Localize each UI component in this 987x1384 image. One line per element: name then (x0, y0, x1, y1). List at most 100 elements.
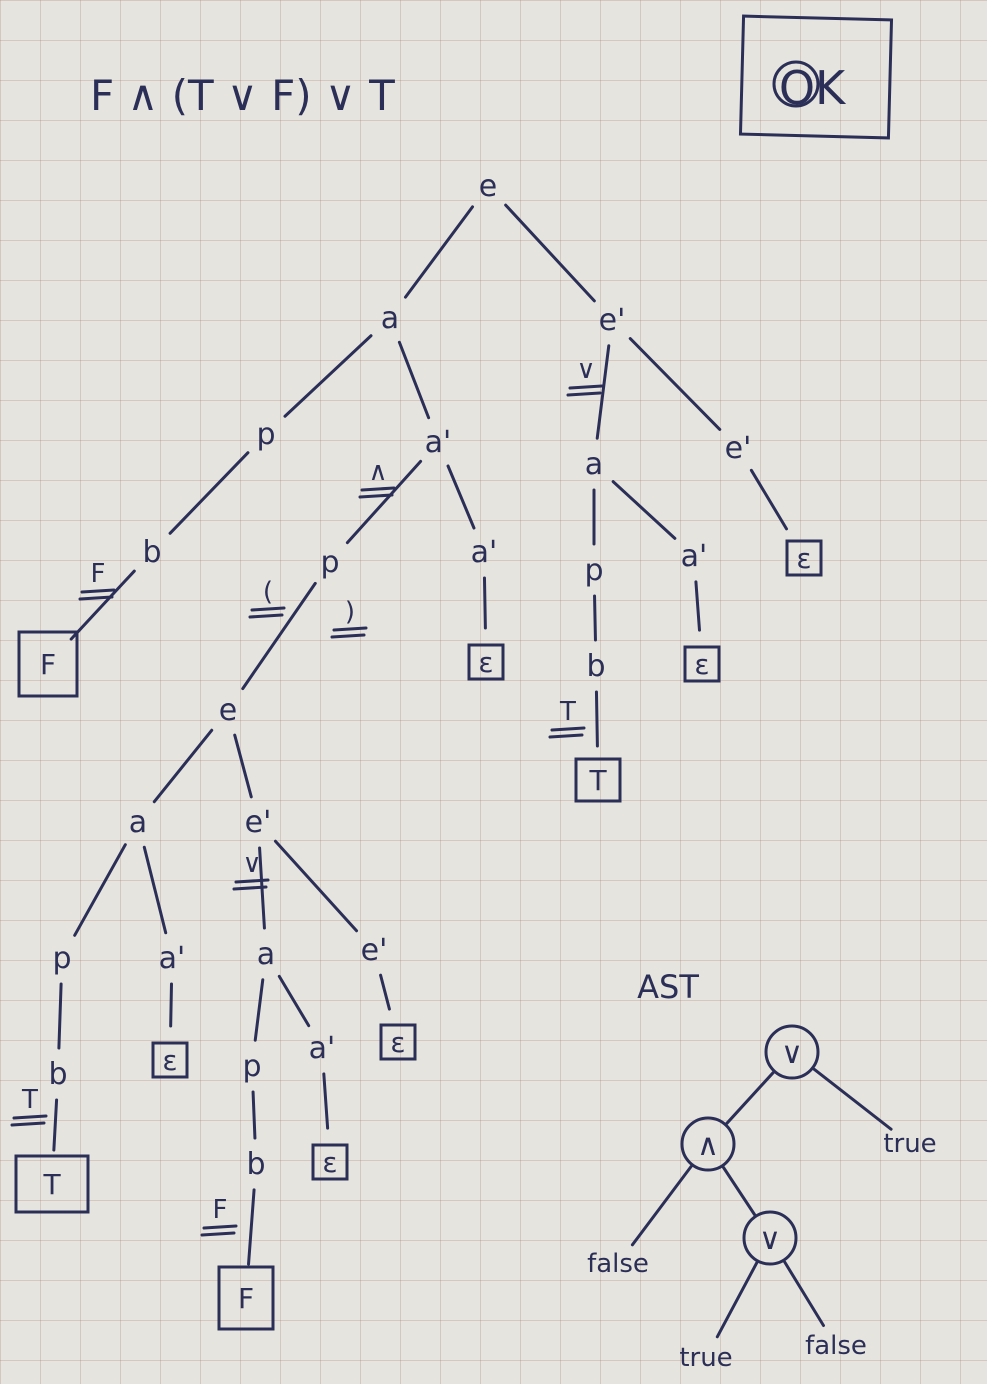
terminal-mark-label: T (21, 1085, 38, 1115)
ast-node-r: ∨ (764, 1024, 820, 1080)
ast-edge-4 (715, 1261, 759, 1339)
tree-edge-30 (594, 690, 599, 748)
terminal-mark-4: ) (330, 597, 368, 639)
ast-title: AST (637, 968, 699, 1006)
tree-edge-2 (283, 334, 373, 418)
tree-edge-15 (52, 1098, 59, 1152)
tree-node-n29: a' (681, 539, 708, 574)
terminal-mark-0: ∨ (566, 355, 604, 397)
node-label: p (256, 417, 275, 452)
ast-diagram: AST ∨ ∧ true false ∨ true false (587, 968, 937, 1373)
ast-edge-5 (783, 1260, 825, 1328)
tree-edge-14 (57, 982, 63, 1050)
node-label: e' (245, 805, 272, 840)
ast-literal: false (587, 1249, 649, 1279)
tree-edge-3 (397, 340, 431, 420)
underline (250, 606, 286, 612)
node-label: a (257, 937, 275, 972)
ast-node-circle (764, 1024, 820, 1080)
tree-node-n11: a (129, 805, 147, 840)
parse-tree-edges (52, 203, 789, 1266)
leaf-box (17, 630, 79, 698)
ast-edge-2 (630, 1164, 693, 1247)
tree-edge-20 (253, 978, 265, 1042)
leaf-label: ε (478, 646, 493, 679)
underline (568, 384, 604, 390)
tree-node-n16: T (14, 1154, 90, 1214)
ast-literal: true (883, 1129, 936, 1159)
terminal-mark-label: ∧ (368, 457, 387, 487)
tree-node-n12: e' (245, 805, 272, 840)
tree-edge-18 (273, 839, 359, 933)
underline (550, 726, 586, 732)
underline (200, 1231, 236, 1237)
ast-edge-1 (812, 1067, 893, 1131)
underline (548, 733, 584, 739)
underline (78, 595, 114, 601)
tree-node-n17: ε (151, 1041, 189, 1079)
tree-edge-13 (142, 845, 168, 935)
node-label: p (52, 941, 71, 976)
underline (360, 486, 396, 492)
terminal-marks: ∨ F ∧ () T ∨ F T (10, 355, 604, 1237)
node-label: a' (681, 539, 708, 574)
ast-operator: ∨ (759, 1222, 781, 1257)
ast-node-circle (680, 1116, 736, 1172)
leaf-box (14, 1154, 90, 1214)
leaf-label: ε (390, 1026, 405, 1059)
terminal-mark-1: F (78, 559, 116, 601)
node-label: a' (471, 535, 498, 570)
underline (358, 493, 394, 499)
node-label: e' (599, 303, 626, 338)
leaf-box (379, 1023, 417, 1061)
tree-node-n4: a' (425, 425, 452, 460)
ast-node-f1: false (587, 1249, 649, 1279)
underline (10, 1121, 46, 1127)
tree-edge-6 (345, 459, 423, 545)
ok-label: OK (779, 61, 847, 115)
node-label: b (48, 1057, 67, 1092)
tree-node-n6: F (17, 630, 79, 698)
node-label: e (219, 693, 237, 728)
terminal-mark-3: ( (248, 577, 286, 619)
terminal-mark-5: T (548, 697, 586, 739)
leaf-box (311, 1143, 349, 1181)
leaf-label: F (238, 1282, 254, 1315)
node-label: a' (159, 941, 186, 976)
terminal-mark-label: F (213, 1195, 228, 1225)
tree-edge-26 (628, 337, 722, 431)
terminal-mark-2: ∧ (358, 457, 396, 499)
ast-node-t2: true (679, 1343, 732, 1373)
tree-node-n33: ε (785, 539, 823, 577)
terminal-mark-label: F (91, 559, 106, 589)
tree-node-n25: ε (311, 1143, 349, 1181)
terminal-mark-8: T (10, 1085, 48, 1127)
underline (12, 1114, 48, 1120)
leaf-box (217, 1265, 275, 1331)
underline (332, 626, 368, 632)
tree-node-n8: a' (471, 535, 498, 570)
tree-node-n0: e (479, 169, 497, 204)
tree-edge-19 (379, 973, 391, 1011)
tree-edge-25 (595, 344, 611, 440)
tree-node-n20: ε (379, 1023, 417, 1061)
node-label: e (479, 169, 497, 204)
formula-text: F ∧ (T ∨ F) ∨ T (90, 71, 395, 120)
tree-edge-0 (403, 205, 475, 299)
tree-edge-11 (233, 733, 253, 799)
ast-edge-3 (721, 1165, 757, 1217)
tree-node-n23: b (246, 1147, 265, 1182)
underline (566, 391, 602, 397)
node-label: a (129, 805, 147, 840)
node-label: b (142, 535, 161, 570)
tree-node-n22: a' (309, 1031, 336, 1066)
node-label: e' (725, 431, 752, 466)
tree-edge-21 (277, 974, 311, 1028)
tree-node-n26: a (585, 447, 603, 482)
node-label: b (246, 1147, 265, 1182)
node-label: e' (361, 933, 388, 968)
node-label: p (584, 553, 603, 588)
ast-literal: false (805, 1331, 867, 1361)
ast-edge-0 (725, 1071, 775, 1125)
